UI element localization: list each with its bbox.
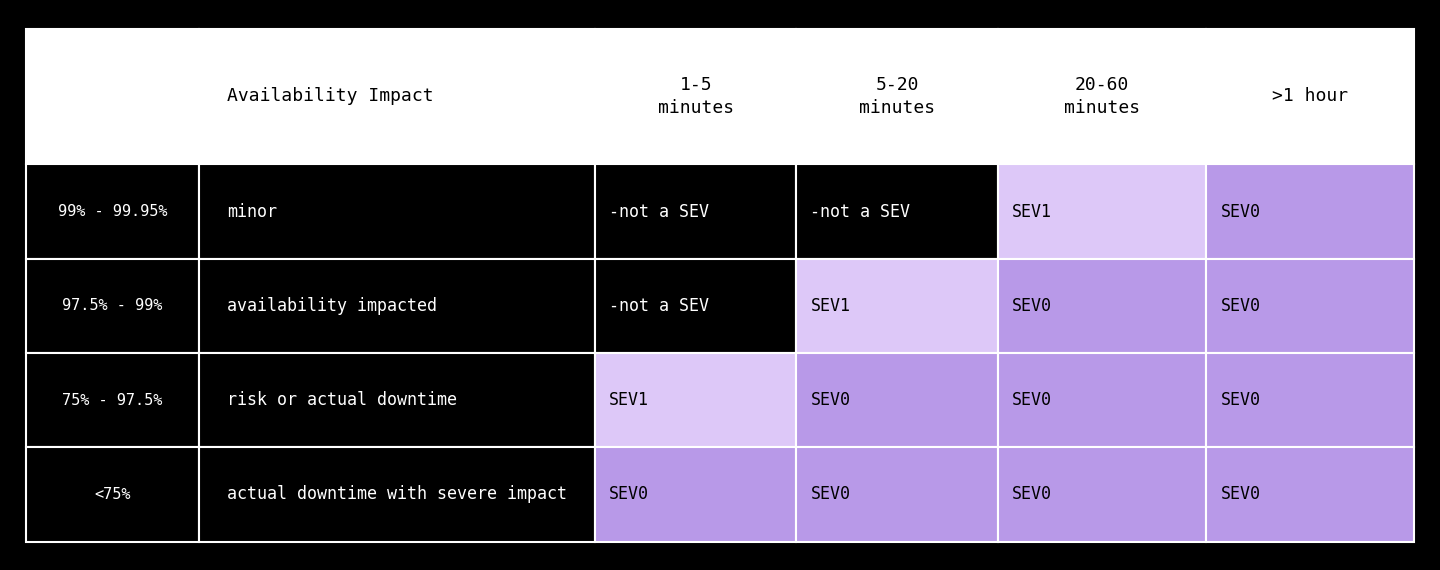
Text: <75%: <75% bbox=[95, 487, 131, 502]
FancyBboxPatch shape bbox=[1205, 447, 1414, 542]
FancyBboxPatch shape bbox=[796, 28, 998, 164]
Text: SEV0: SEV0 bbox=[1012, 486, 1053, 503]
FancyBboxPatch shape bbox=[595, 28, 796, 164]
Text: SEV0: SEV0 bbox=[1221, 202, 1260, 221]
FancyBboxPatch shape bbox=[26, 353, 199, 447]
Text: Availability Impact: Availability Impact bbox=[228, 87, 433, 105]
Text: minor: minor bbox=[228, 202, 276, 221]
FancyBboxPatch shape bbox=[199, 28, 595, 164]
FancyBboxPatch shape bbox=[998, 447, 1205, 542]
Text: SEV0: SEV0 bbox=[1221, 297, 1260, 315]
Text: SEV0: SEV0 bbox=[1012, 391, 1053, 409]
Text: 99% - 99.95%: 99% - 99.95% bbox=[58, 204, 167, 219]
FancyBboxPatch shape bbox=[595, 353, 796, 447]
FancyBboxPatch shape bbox=[998, 259, 1205, 353]
FancyBboxPatch shape bbox=[595, 164, 796, 259]
Text: 1-5
minutes: 1-5 minutes bbox=[658, 76, 734, 117]
FancyBboxPatch shape bbox=[1205, 259, 1414, 353]
Text: SEV0: SEV0 bbox=[1221, 486, 1260, 503]
FancyBboxPatch shape bbox=[998, 164, 1205, 259]
FancyBboxPatch shape bbox=[199, 259, 595, 353]
Text: availability impacted: availability impacted bbox=[228, 297, 438, 315]
FancyBboxPatch shape bbox=[199, 353, 595, 447]
FancyBboxPatch shape bbox=[26, 259, 199, 353]
FancyBboxPatch shape bbox=[26, 164, 199, 259]
FancyBboxPatch shape bbox=[199, 447, 595, 542]
FancyBboxPatch shape bbox=[796, 353, 998, 447]
FancyBboxPatch shape bbox=[796, 259, 998, 353]
FancyBboxPatch shape bbox=[1205, 353, 1414, 447]
Text: 97.5% - 99%: 97.5% - 99% bbox=[62, 298, 163, 314]
Text: -not a SEV: -not a SEV bbox=[609, 297, 708, 315]
FancyBboxPatch shape bbox=[998, 353, 1205, 447]
Text: SEV1: SEV1 bbox=[811, 297, 851, 315]
Text: SEV0: SEV0 bbox=[1012, 297, 1053, 315]
Text: SEV0: SEV0 bbox=[609, 486, 649, 503]
Text: 5-20
minutes: 5-20 minutes bbox=[858, 76, 935, 117]
FancyBboxPatch shape bbox=[1205, 28, 1414, 164]
FancyBboxPatch shape bbox=[26, 447, 199, 542]
Text: risk or actual downtime: risk or actual downtime bbox=[228, 391, 456, 409]
FancyBboxPatch shape bbox=[998, 28, 1205, 164]
Text: 75% - 97.5%: 75% - 97.5% bbox=[62, 393, 163, 408]
Text: >1 hour: >1 hour bbox=[1272, 87, 1348, 105]
Text: actual downtime with severe impact: actual downtime with severe impact bbox=[228, 486, 567, 503]
Text: SEV0: SEV0 bbox=[811, 391, 851, 409]
FancyBboxPatch shape bbox=[796, 447, 998, 542]
Text: SEV0: SEV0 bbox=[1221, 391, 1260, 409]
Text: -not a SEV: -not a SEV bbox=[811, 202, 910, 221]
FancyBboxPatch shape bbox=[595, 447, 796, 542]
Text: 20-60
minutes: 20-60 minutes bbox=[1064, 76, 1140, 117]
FancyBboxPatch shape bbox=[1205, 164, 1414, 259]
FancyBboxPatch shape bbox=[796, 164, 998, 259]
Text: SEV1: SEV1 bbox=[609, 391, 649, 409]
FancyBboxPatch shape bbox=[595, 259, 796, 353]
Text: SEV1: SEV1 bbox=[1012, 202, 1053, 221]
FancyBboxPatch shape bbox=[26, 28, 199, 164]
Text: SEV0: SEV0 bbox=[811, 486, 851, 503]
Text: -not a SEV: -not a SEV bbox=[609, 202, 708, 221]
FancyBboxPatch shape bbox=[199, 164, 595, 259]
